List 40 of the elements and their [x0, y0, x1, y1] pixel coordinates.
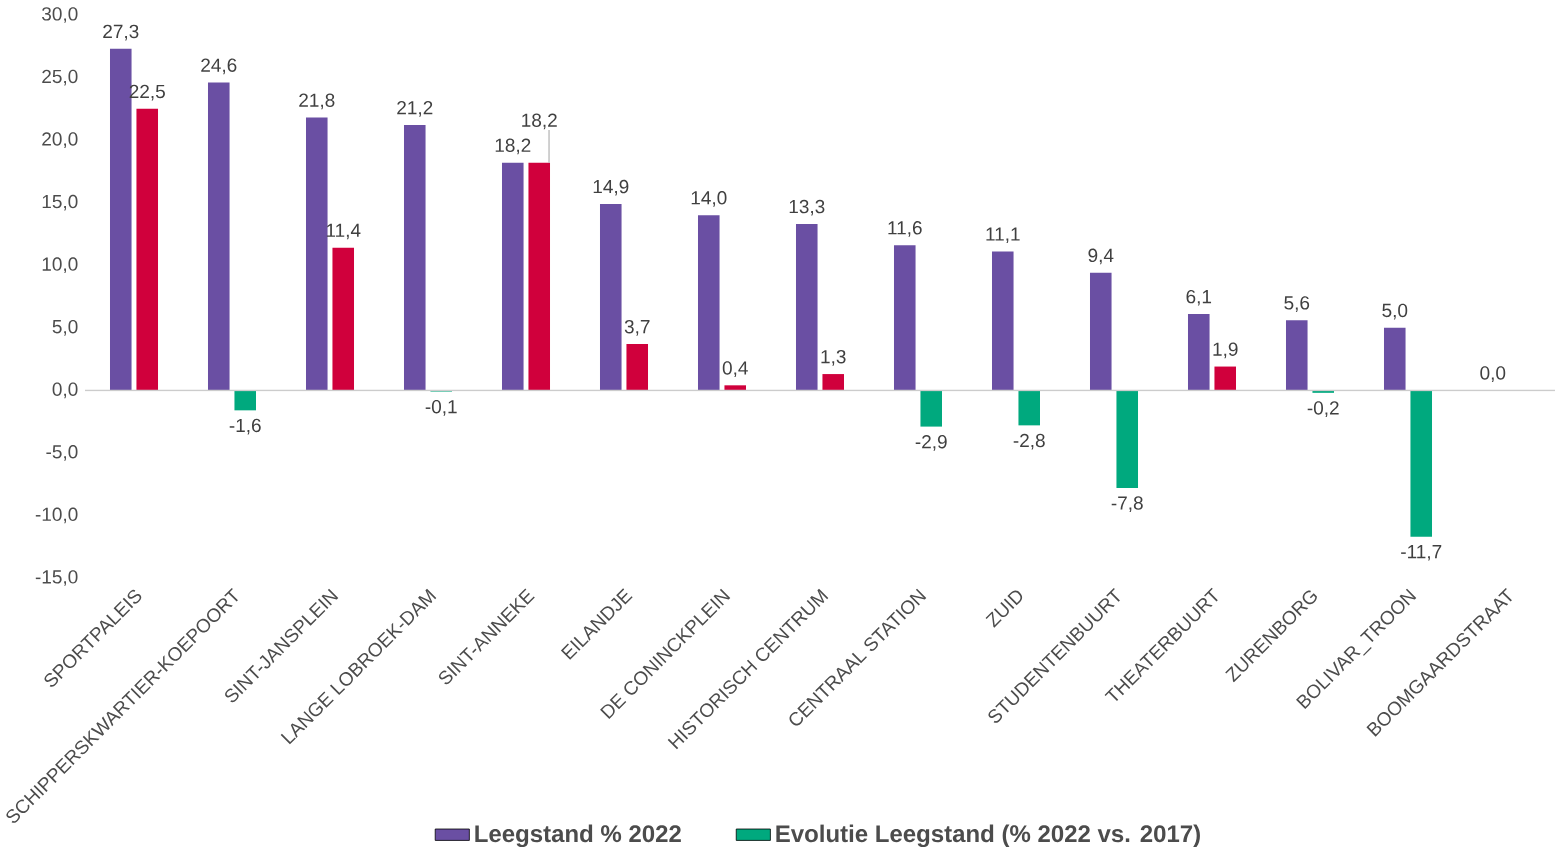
data-label: 21,8	[299, 93, 335, 110]
y-tick-label: 30,0	[42, 7, 78, 23]
legend-label: Leegstand % 2022	[475, 824, 681, 848]
data-label: 11,6	[888, 221, 922, 237]
y-tick-label: 0,0	[52, 382, 78, 399]
y-tick-label: 25,0	[42, 69, 78, 86]
data-label: 6,1	[1186, 289, 1212, 306]
data-label: 0,0	[1480, 366, 1506, 382]
data-label: 1,3	[821, 349, 846, 366]
data-label: 18,2	[522, 113, 557, 130]
data-label: 13,3	[789, 199, 825, 216]
data-label: -11,7	[1401, 545, 1442, 561]
data-label: 5,0	[1382, 303, 1408, 320]
y-tick-label: 5,0	[52, 319, 78, 336]
data-label: 9,4	[1088, 248, 1114, 265]
data-label: 11,1	[986, 227, 1020, 244]
data-label: 27,3	[103, 24, 139, 41]
y-tick-label: -15,0	[35, 570, 78, 586]
y-tick-label: -5,0	[46, 445, 78, 461]
data-label: 11,4	[326, 223, 361, 240]
data-label: 1,9	[1213, 342, 1238, 359]
data-label: 21,2	[397, 100, 433, 117]
data-label: 3,7	[624, 319, 650, 336]
data-label: 0,4	[722, 361, 748, 377]
data-label: -7,8	[1111, 496, 1143, 513]
y-tick-label: -10,0	[35, 507, 78, 524]
data-label: 14,0	[691, 191, 727, 207]
data-label: -0,2	[1307, 401, 1339, 417]
data-label: -1,6	[229, 418, 261, 435]
y-tick-label: 15,0	[42, 194, 78, 211]
data-label: 18,2	[495, 138, 531, 155]
data-label: -2,8	[1013, 433, 1045, 450]
data-label: -2,9	[915, 435, 947, 451]
legend-label: Evolutie Leegstand (% 2022 vs. 2017)	[776, 824, 1200, 848]
data-label: -0,1	[425, 399, 457, 416]
data-label: 14,9	[593, 179, 629, 196]
y-tick-label: 20,0	[42, 132, 78, 148]
data-label: 24,6	[201, 58, 237, 75]
data-label: 5,6	[1284, 296, 1310, 312]
y-tick-label: 10,0	[42, 257, 78, 274]
